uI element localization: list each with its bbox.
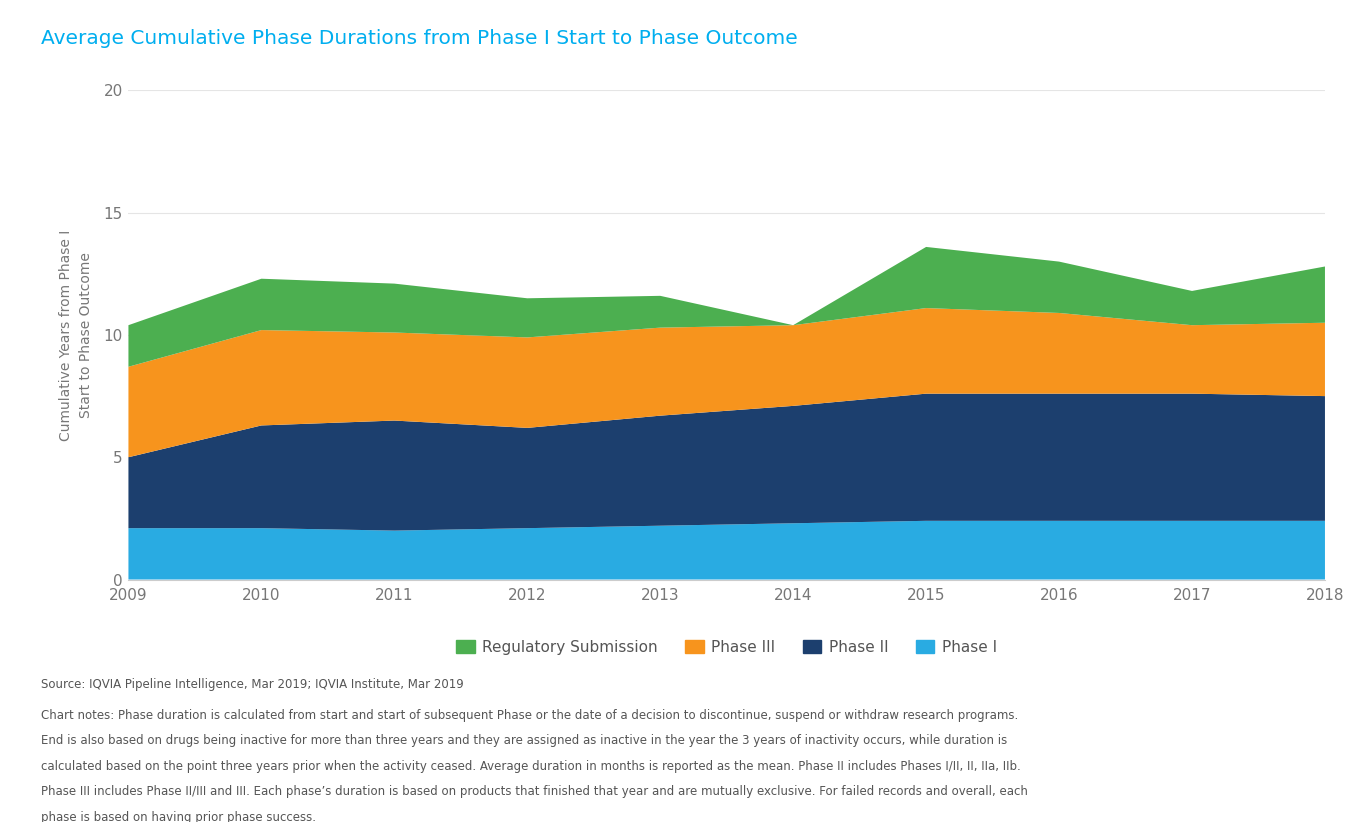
Y-axis label: Cumulative Years from Phase I
Start to Phase Outcome: Cumulative Years from Phase I Start to P… — [59, 229, 92, 441]
Text: Average Cumulative Phase Durations from Phase I Start to Phase Outcome: Average Cumulative Phase Durations from … — [41, 29, 798, 48]
Text: Chart notes: Phase duration is calculated from start and start of subsequent Pha: Chart notes: Phase duration is calculate… — [41, 709, 1018, 722]
Text: calculated based on the point three years prior when the activity ceased. Averag: calculated based on the point three year… — [41, 760, 1021, 773]
Text: End is also based on drugs being inactive for more than three years and they are: End is also based on drugs being inactiv… — [41, 734, 1007, 747]
Text: Phase III includes Phase II/III and III. Each phase’s duration is based on produ: Phase III includes Phase II/III and III.… — [41, 785, 1028, 798]
Legend: Regulatory Submission, Phase III, Phase II, Phase I: Regulatory Submission, Phase III, Phase … — [450, 634, 1003, 661]
Text: phase is based on having prior phase success.: phase is based on having prior phase suc… — [41, 810, 315, 822]
Text: Source: IQVIA Pipeline Intelligence, Mar 2019; IQVIA Institute, Mar 2019: Source: IQVIA Pipeline Intelligence, Mar… — [41, 678, 464, 691]
